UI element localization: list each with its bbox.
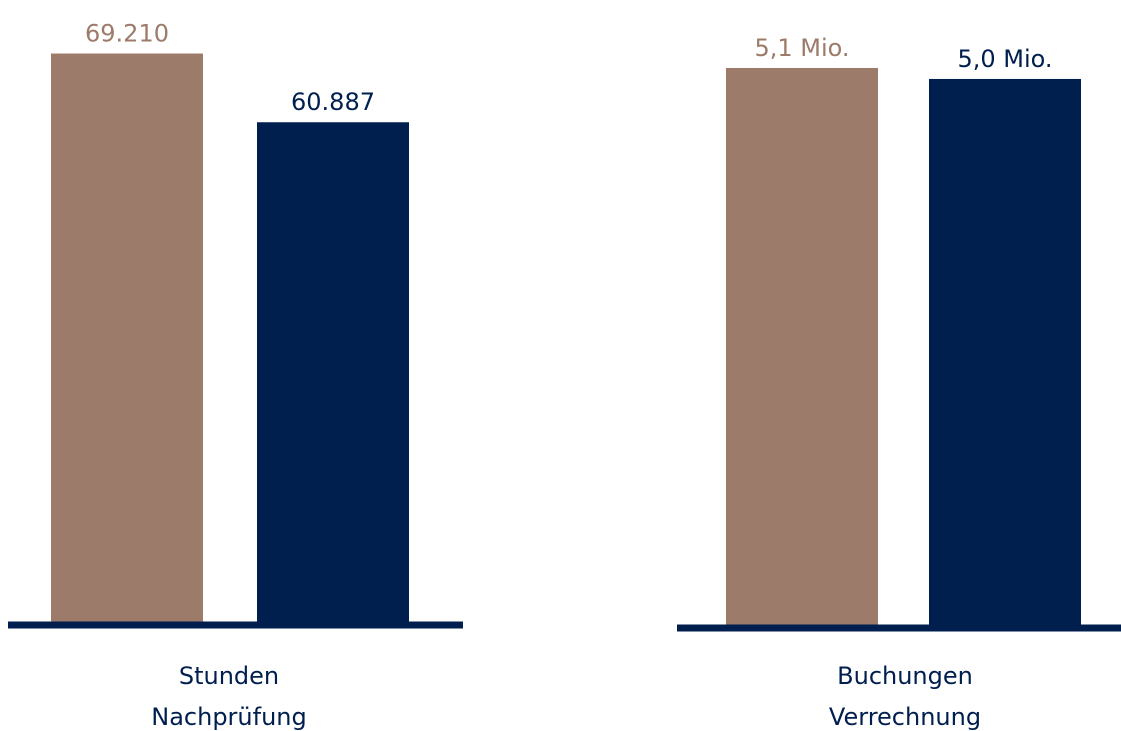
value-label: 69.210 <box>85 20 169 48</box>
bar <box>51 53 203 626</box>
bar <box>726 67 878 628</box>
bar <box>929 78 1081 628</box>
category-label: Nachprüfung <box>151 703 306 731</box>
value-label: 60.887 <box>291 88 375 116</box>
category-label: Verrechnung <box>829 703 981 731</box>
value-label: 5,1 Mio. <box>754 34 849 62</box>
bar <box>257 122 409 625</box>
value-label: 5,0 Mio. <box>957 45 1052 73</box>
category-label: Stunden <box>179 662 279 690</box>
category-label: Buchungen <box>837 662 973 690</box>
